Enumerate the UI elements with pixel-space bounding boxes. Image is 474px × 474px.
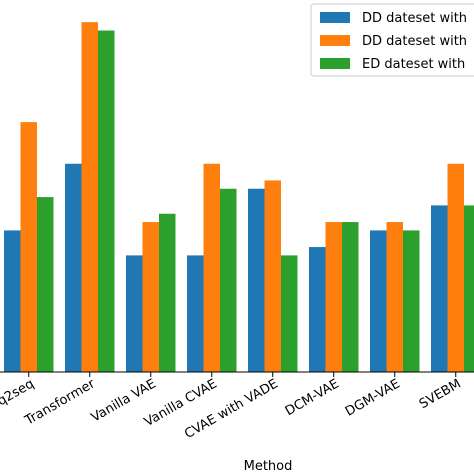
bar-series-3-7 xyxy=(464,205,474,372)
bar-series-2-2 xyxy=(142,222,159,372)
legend-label-1: DD dateset with xyxy=(362,11,467,26)
legend-swatch-2 xyxy=(320,35,350,46)
bar-series-2-1 xyxy=(81,22,98,372)
bar-series-3-2 xyxy=(159,213,176,372)
x-tick-label: DGM-VAE xyxy=(343,376,403,419)
bar-series-1-5 xyxy=(309,247,326,372)
bar-series-1-7 xyxy=(431,205,448,372)
legend-box xyxy=(310,3,474,77)
bars-group xyxy=(4,22,474,373)
legend-label-2: DD dateset with xyxy=(362,34,467,49)
bar-series-1-2 xyxy=(126,255,143,372)
bar-series-1-3 xyxy=(187,255,204,372)
legend-swatch-1 xyxy=(320,12,350,23)
legend: DD dateset with DD dateset with ED dateset… xyxy=(310,3,474,77)
x-tick-label: DCM-VAE xyxy=(283,376,342,419)
bar-series-2-6 xyxy=(386,222,403,372)
bar-series-1-4 xyxy=(248,188,265,372)
bar-series-3-5 xyxy=(342,222,359,372)
bar-series-2-5 xyxy=(325,222,342,372)
bar-series-2-4 xyxy=(264,180,281,372)
bar-series-3-1 xyxy=(98,30,115,373)
x-axis-label: Method xyxy=(244,459,293,474)
bar-series-2-7 xyxy=(447,163,464,372)
bar-series-3-0 xyxy=(37,197,54,372)
bar-series-3-6 xyxy=(403,230,420,372)
bar-series-3-4 xyxy=(281,255,298,372)
bar-series-2-3 xyxy=(203,163,220,372)
x-tick-label: SVEBM xyxy=(417,376,464,412)
bar-series-1-6 xyxy=(370,230,387,372)
bar-series-1-0 xyxy=(4,230,21,372)
legend-label-3: ED dateset with xyxy=(362,57,465,72)
bar-series-3-3 xyxy=(220,188,237,372)
legend-swatch-3 xyxy=(320,58,350,69)
bar-series-2-0 xyxy=(20,122,37,373)
bar-series-1-1 xyxy=(65,163,82,372)
